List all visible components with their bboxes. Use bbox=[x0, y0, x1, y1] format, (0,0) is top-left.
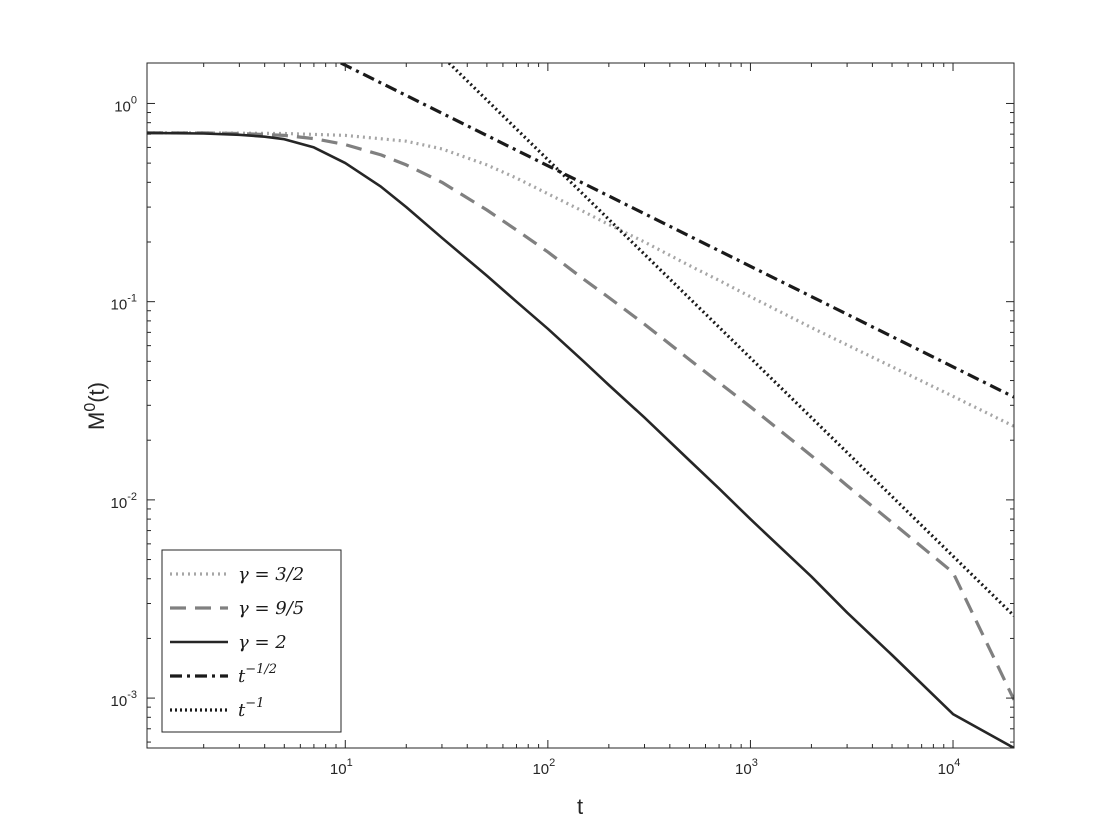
series-layer bbox=[147, 63, 1014, 748]
y-ticks: 10-3 10-2 10-1 100 bbox=[111, 94, 1014, 743]
y-tick-label: 100 bbox=[114, 94, 137, 115]
series-line-3 bbox=[147, 131, 1014, 748]
x-axis-label: t bbox=[577, 794, 583, 819]
series-line-4 bbox=[340, 63, 1014, 399]
legend-label-1: γ = 3/2 bbox=[238, 564, 304, 585]
y-tick-label: 10-1 bbox=[111, 293, 137, 314]
y-axis-label-suffix: (t) bbox=[84, 382, 109, 403]
y-axis-label-sup: 0 bbox=[82, 403, 99, 412]
x-ticks: 101 102 103 104 bbox=[203, 63, 1015, 778]
series-line-2 bbox=[147, 131, 1014, 701]
series-line-1 bbox=[147, 131, 1014, 428]
legend-label-4: t−1/2 bbox=[238, 662, 277, 687]
series-line-5 bbox=[447, 63, 1014, 617]
x-tick-label: 102 bbox=[532, 757, 555, 778]
x-tick-label: 104 bbox=[938, 757, 961, 778]
legend-label-2: γ = 9/5 bbox=[238, 598, 304, 619]
x-tick-label: 103 bbox=[735, 757, 758, 778]
y-tick-label: 10-3 bbox=[111, 689, 137, 710]
y-axis-label-base: M bbox=[84, 412, 109, 430]
x-tick-label: 101 bbox=[330, 757, 353, 778]
legend-label-5: t−1 bbox=[238, 696, 264, 721]
legend: γ = 3/2 γ = 9/5 γ = 2 t−1/2 t−1 bbox=[161, 549, 342, 733]
y-axis-label: M0(t) bbox=[82, 382, 109, 430]
y-tick-label: 10-2 bbox=[111, 491, 137, 512]
y-axis-label-group: M0(t) bbox=[82, 382, 109, 430]
legend-label-3: γ = 2 bbox=[238, 632, 287, 653]
